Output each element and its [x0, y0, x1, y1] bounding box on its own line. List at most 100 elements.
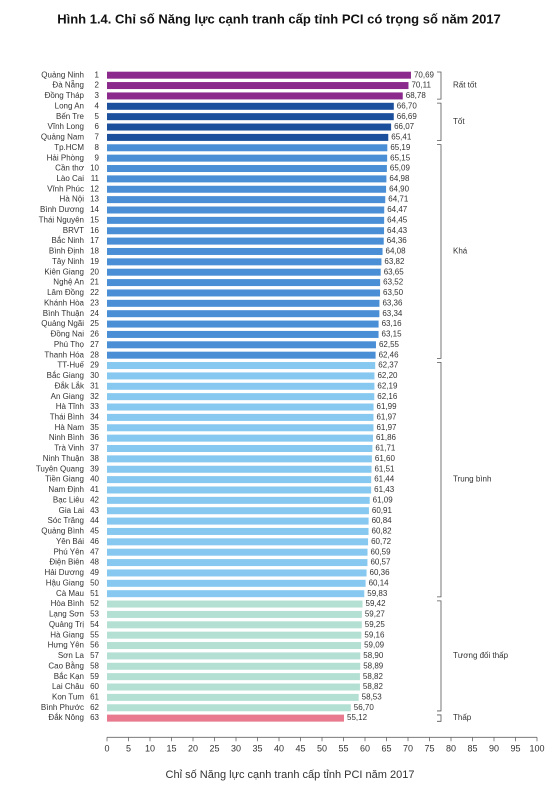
value-label: 56,70 — [354, 703, 375, 712]
bar — [107, 289, 381, 297]
category-label: Bắc Giang — [47, 371, 84, 380]
category-label: Vĩnh Long — [48, 122, 84, 131]
rank-label: 60 — [90, 682, 99, 691]
value-label: 70,11 — [411, 81, 431, 90]
value-label: 64,36 — [387, 236, 408, 245]
x-tick-label: 60 — [360, 744, 370, 754]
value-label: 59,25 — [365, 620, 386, 629]
rank-label: 45 — [90, 527, 99, 536]
value-label: 70,69 — [414, 70, 435, 79]
category-label: Hà Nam — [55, 423, 85, 432]
rank-label: 12 — [90, 184, 99, 193]
group-bracket — [437, 361, 442, 598]
value-label: 62,37 — [378, 361, 399, 370]
bar — [107, 341, 376, 349]
bar — [107, 559, 368, 567]
value-label: 66,70 — [397, 101, 418, 110]
rank-label: 23 — [90, 298, 99, 307]
bar — [107, 527, 369, 535]
x-tick-label: 45 — [295, 744, 305, 754]
bar — [107, 496, 370, 504]
bar — [107, 517, 369, 525]
rank-label: 1 — [95, 70, 100, 79]
value-label: 62,16 — [377, 392, 398, 401]
bar — [107, 185, 387, 193]
rank-label: 40 — [90, 475, 99, 484]
category-label: An Giang — [51, 392, 84, 401]
rank-label: 46 — [90, 537, 99, 546]
value-label: 60,84 — [372, 516, 393, 525]
bar — [107, 113, 394, 121]
chart-title: Hình 1.4. Chỉ số Năng lực cạnh tranh cấp… — [57, 11, 501, 26]
category-label: Lâm Đồng — [47, 288, 84, 297]
category-label: Ninh Bình — [49, 433, 84, 442]
value-label: 62,20 — [377, 371, 398, 380]
category-label: Kon Tum — [52, 692, 84, 701]
value-label: 58,53 — [362, 692, 383, 701]
rank-label: 56 — [90, 641, 99, 650]
x-tick-label: 5 — [126, 744, 131, 754]
category-label: Gia Lai — [59, 506, 85, 515]
bar — [107, 434, 373, 442]
value-label: 62,46 — [379, 350, 400, 359]
rank-label: 11 — [91, 174, 100, 183]
rank-label: 5 — [95, 112, 100, 121]
bar — [107, 247, 383, 255]
category-label: Kiên Giang — [44, 267, 84, 276]
category-label: Hải Phòng — [47, 153, 84, 162]
bar — [107, 362, 376, 370]
category-label: Đà Nẵng — [52, 81, 84, 90]
rank-label: 59 — [90, 672, 99, 681]
rank-label: 6 — [95, 122, 100, 131]
rank-label: 61 — [90, 692, 99, 701]
value-label: 58,89 — [363, 661, 384, 670]
rank-label: 38 — [90, 454, 99, 463]
bar — [107, 133, 389, 141]
category-label: Nghệ An — [53, 278, 84, 287]
category-label: Quảng Trị — [49, 620, 84, 629]
value-label: 68,78 — [406, 91, 427, 100]
bar — [107, 144, 388, 152]
rank-label: 34 — [90, 413, 99, 422]
value-label: 65,41 — [391, 133, 412, 142]
rank-label: 63 — [90, 713, 99, 722]
category-label: Cao Bằng — [48, 661, 84, 670]
value-label: 63,82 — [384, 257, 405, 266]
category-label: Cà Mau — [56, 589, 84, 598]
category-label: Bắc Kạn — [54, 672, 84, 681]
bar — [107, 413, 374, 421]
category-label: Phú Thọ — [54, 340, 85, 349]
rank-label: 52 — [90, 599, 99, 608]
value-label: 61,51 — [374, 464, 395, 473]
rank-label: 13 — [90, 195, 99, 204]
rank-label: 21 — [90, 278, 99, 287]
rank-label: 53 — [90, 610, 99, 619]
x-tick-label: 40 — [274, 744, 284, 754]
value-label: 61,43 — [374, 485, 395, 494]
bar — [107, 82, 409, 90]
value-label: 55,12 — [347, 713, 368, 722]
value-label: 58,82 — [363, 672, 384, 681]
rank-label: 27 — [90, 340, 99, 349]
x-tick-label: 35 — [252, 744, 262, 754]
bar — [107, 631, 362, 639]
group-bracket — [437, 102, 442, 141]
bar — [107, 71, 411, 79]
value-label: 64,08 — [386, 247, 407, 256]
rank-label: 32 — [90, 392, 99, 401]
x-tick-label: 20 — [188, 744, 198, 754]
rank-label: 16 — [90, 226, 99, 235]
category-label: Nam Định — [48, 485, 84, 494]
value-label: 63,36 — [382, 298, 403, 307]
bar — [107, 351, 376, 359]
x-tick-label: 85 — [467, 744, 477, 754]
value-label: 61,44 — [374, 475, 395, 484]
category-label: Bình Dương — [40, 205, 84, 214]
bar — [107, 92, 403, 100]
bar — [107, 538, 369, 546]
bar — [107, 310, 380, 318]
value-label: 60,14 — [369, 578, 390, 587]
rank-label: 48 — [90, 558, 99, 567]
bar — [107, 227, 385, 235]
category-label: Bạc Liêu — [53, 495, 84, 504]
